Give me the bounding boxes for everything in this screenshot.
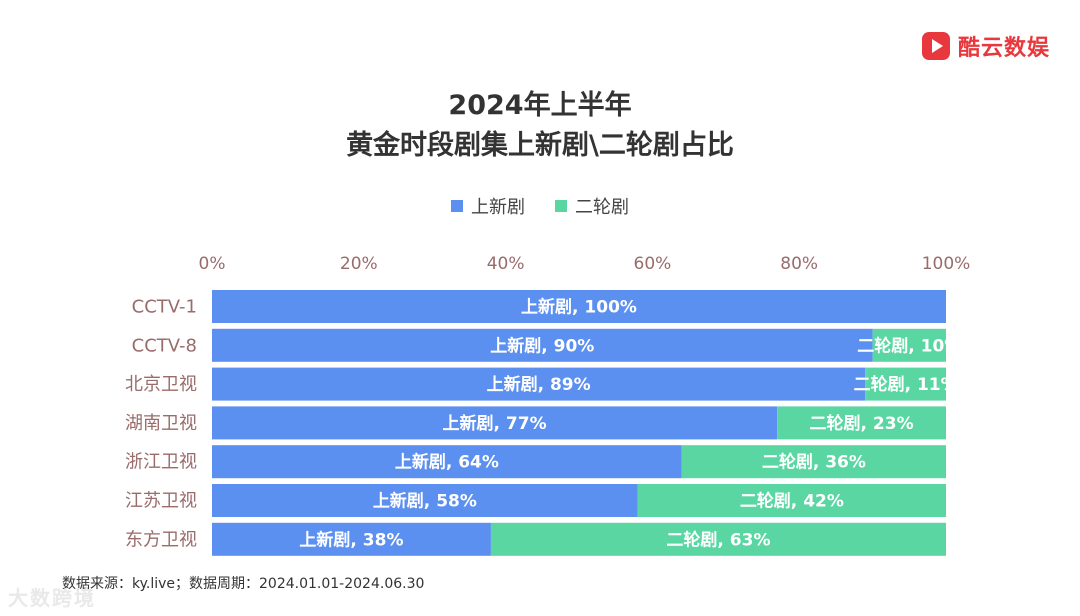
watermark: 大数跨境 <box>8 586 96 610</box>
bar-new <box>212 522 491 556</box>
x-tick-label: 0% <box>199 254 226 274</box>
bar-rerun <box>681 445 946 479</box>
y-category-label: 湖南卫视 <box>125 413 197 434</box>
bar-new <box>212 406 778 440</box>
legend-label-new: 上新剧 <box>471 197 525 218</box>
x-tick-label: 80% <box>780 254 818 274</box>
bar-label-rerun: 二轮剧, 42% <box>740 491 844 512</box>
bar-label-new: 上新剧, 58% <box>373 491 477 512</box>
bar-new <box>212 484 638 517</box>
bar-label-new: 上新剧, 38% <box>299 529 403 550</box>
legend-swatch-rerun <box>555 200 567 212</box>
legend-item-rerun: 二轮剧 <box>555 193 629 219</box>
x-tick-label: 100% <box>922 254 971 274</box>
legend-swatch-new <box>451 200 463 212</box>
data-source-note: 数据来源：ky.live；数据周期：2024.01.01-2024.06.30 <box>62 576 425 592</box>
bar-new <box>212 445 682 479</box>
x-tick-label: 20% <box>340 254 378 274</box>
bar-rerun <box>490 522 946 556</box>
bar-label-new: 上新剧, 77% <box>443 413 547 434</box>
chart-title-line2: 黄金时段剧集上新剧\二轮剧占比 <box>346 130 734 161</box>
bar-label-new: 上新剧, 100% <box>521 297 637 318</box>
y-category-label: 浙江卫视 <box>125 452 197 473</box>
y-category-label: CCTV-1 <box>132 297 197 318</box>
bar-rerun <box>872 328 946 362</box>
x-tick-label: 60% <box>634 254 672 274</box>
brand-logo: 酷云数娱 <box>921 28 1050 64</box>
bar-label-rerun: 二轮剧, 11% <box>854 374 958 395</box>
chart-title-line1: 2024年上半年 <box>448 90 632 121</box>
bar-label-new: 上新剧, 89% <box>487 374 591 395</box>
legend-item-new: 上新剧 <box>451 193 525 219</box>
bar-label-rerun: 二轮剧, 63% <box>666 529 770 550</box>
bar-new <box>212 290 946 323</box>
chart-title: 2024年上半年 黄金时段剧集上新剧\二轮剧占比 <box>0 86 1080 166</box>
bar-label-rerun: 二轮剧, 36% <box>762 452 866 473</box>
bar-new <box>212 367 866 401</box>
y-category-label: 北京卫视 <box>125 374 197 395</box>
bar-new <box>212 328 873 362</box>
y-category-label: CCTV-8 <box>132 335 197 356</box>
y-category-label: 东方卫视 <box>125 529 197 550</box>
y-category-label: 江苏卫视 <box>125 491 197 512</box>
chart-legend: 上新剧 二轮剧 <box>0 193 1080 219</box>
bar-label-rerun: 二轮剧, 10% <box>857 335 961 356</box>
bar-rerun <box>865 367 946 401</box>
x-tick-label: 40% <box>487 254 525 274</box>
bar-rerun <box>777 406 946 440</box>
bar-label-rerun: 二轮剧, 23% <box>810 413 914 434</box>
bar-rerun <box>637 484 946 517</box>
bar-label-new: 上新剧, 90% <box>490 335 594 356</box>
legend-label-rerun: 二轮剧 <box>575 197 629 218</box>
bar-label-new: 上新剧, 64% <box>395 452 499 473</box>
play-logo-icon <box>921 32 950 60</box>
brand-name: 酷云数娱 <box>957 36 1050 61</box>
